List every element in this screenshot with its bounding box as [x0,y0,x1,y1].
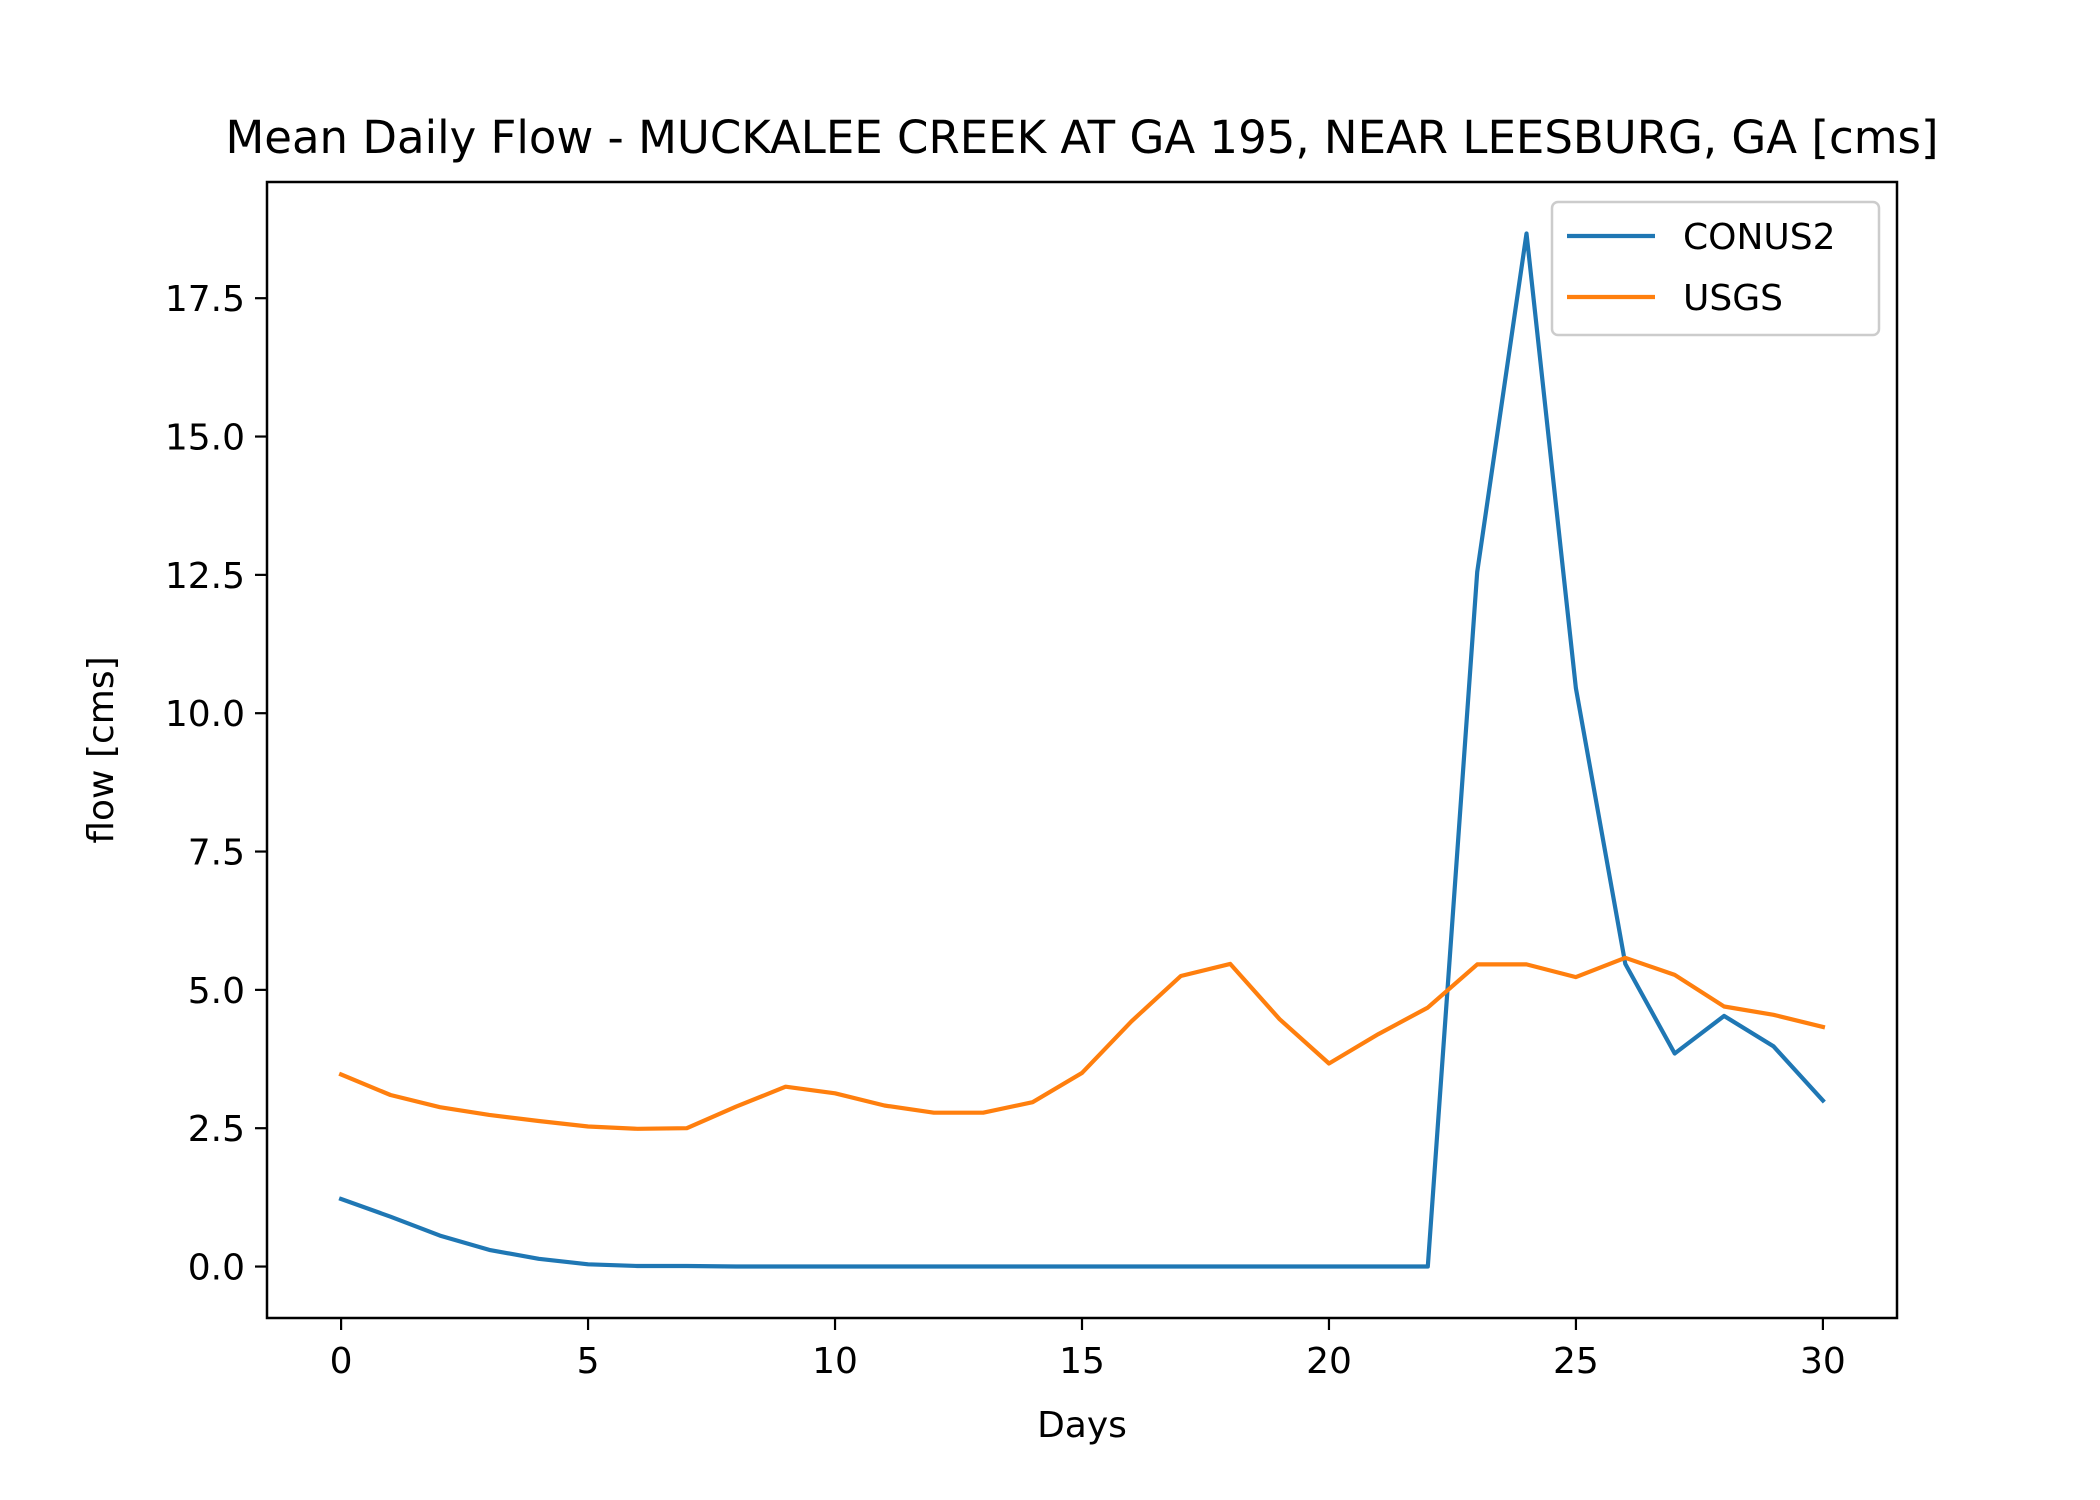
y-tick-label: 12.5 [165,556,245,597]
x-tick-label: 20 [1306,1341,1352,1382]
series-line-conus2 [338,231,1826,1269]
series-layer [338,231,1826,1269]
x-tick-label: 5 [577,1341,600,1382]
y-axis-label: flow [cms] [81,656,122,843]
y-axis: 0.0 2.5 5.0 7.5 10.0 12.5 15.0 17.5 [165,279,267,1289]
legend-label-usgs: USGS [1683,278,1783,319]
x-tick-label: 0 [330,1341,353,1382]
y-tick-label: 2.5 [188,1109,245,1150]
x-tick-label: 25 [1553,1341,1599,1382]
x-axis-label: Days [1037,1405,1127,1446]
x-tick-label: 15 [1059,1341,1105,1382]
x-tick-label: 30 [1800,1341,1846,1382]
y-tick-label: 7.5 [188,833,245,874]
legend-label-conus2: CONUS2 [1683,217,1836,258]
y-tick-label: 17.5 [165,279,245,320]
legend: CONUS2 USGS [1550,200,1881,337]
chart-title: Mean Daily Flow - MUCKALEE CREEK AT GA 1… [225,111,1938,164]
y-tick-label: 10.0 [165,694,245,735]
series-line-usgs [338,955,1826,1131]
y-tick-label: 5.0 [188,971,245,1012]
x-tick-label: 10 [812,1341,858,1382]
x-axis: 0 5 10 15 20 25 30 [330,1318,1846,1382]
y-tick-label: 0.0 [188,1248,245,1289]
y-tick-label: 15.0 [165,418,245,459]
